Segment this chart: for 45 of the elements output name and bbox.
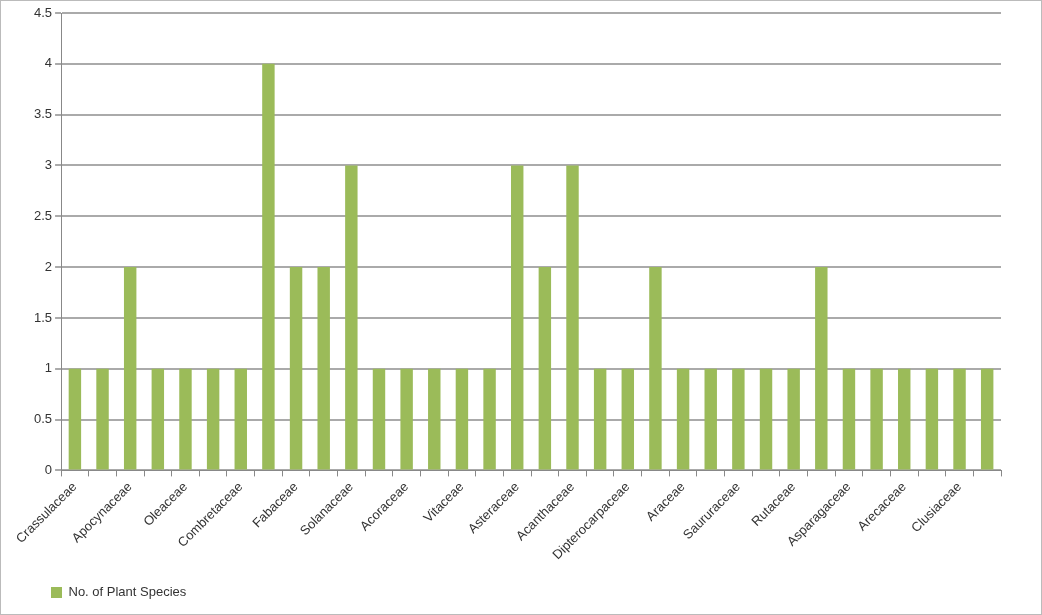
y-tick-label: 3 [44, 157, 53, 173]
bar [317, 267, 330, 470]
bar [787, 368, 800, 470]
bar [953, 368, 966, 470]
bar [649, 267, 662, 470]
bar [621, 368, 635, 470]
bar [345, 165, 358, 470]
bar [759, 368, 773, 470]
y-tick-label: 0.5 [33, 411, 53, 427]
y-tick-label: 2.5 [33, 207, 53, 223]
bar [538, 267, 552, 470]
bar [925, 368, 939, 470]
bar [289, 267, 303, 470]
bar [68, 368, 82, 470]
bar [179, 368, 192, 470]
bar [870, 368, 883, 470]
bar [732, 368, 745, 470]
bar [151, 368, 165, 470]
bar [980, 368, 994, 470]
bar [234, 368, 247, 470]
y-tick-label: 0 [44, 461, 53, 477]
bar [400, 368, 413, 470]
bar [704, 368, 717, 470]
bar [815, 267, 828, 470]
bar [206, 368, 220, 470]
bar [123, 267, 137, 470]
bar [483, 368, 496, 470]
y-tick-label: 1.5 [33, 309, 53, 325]
y-tick-label: 3.5 [33, 106, 53, 122]
bar [510, 165, 524, 470]
bar [96, 368, 109, 470]
y-tick-label: 4.5 [33, 4, 53, 20]
bar [455, 368, 469, 470]
bar [676, 368, 690, 470]
bar [262, 63, 275, 470]
y-tick-label: 4 [44, 55, 53, 71]
bar [898, 368, 911, 470]
legend-label: No. of Plant Species [68, 584, 187, 600]
bar [842, 368, 856, 470]
bar [428, 368, 441, 470]
y-tick-label: 1 [44, 360, 53, 376]
bar [593, 368, 607, 470]
bar [372, 368, 386, 470]
bar [566, 165, 579, 470]
y-tick-label: 2 [44, 258, 53, 274]
